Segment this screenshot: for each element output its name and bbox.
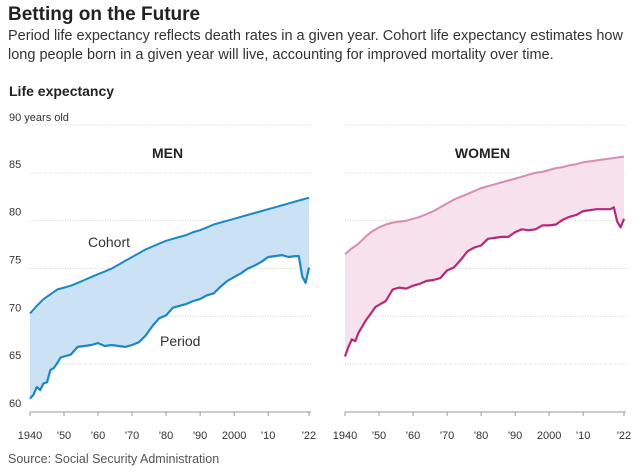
women-cohort-line — [344, 155, 625, 255]
x-tick-label: '22 — [302, 430, 316, 442]
panel-titles: MEN Cohort Period WOMEN — [88, 145, 510, 349]
y-axis-unit-label: 90 years old — [9, 112, 69, 124]
x-tick-label: '80 — [159, 430, 173, 442]
panel-title-men: MEN — [152, 145, 183, 161]
men-period-line — [29, 254, 311, 400]
x-tick-label: 1940 — [333, 430, 357, 442]
x-tick-label: 2000 — [222, 430, 246, 442]
source-note: Source: Social Security Administration — [8, 452, 220, 466]
y-tick-label: 75 — [9, 255, 21, 267]
range-areas — [30, 156, 624, 399]
women-period-line — [343, 206, 626, 357]
panel-title-women: WOMEN — [455, 145, 510, 161]
y-axis-title: Life expectancy — [9, 83, 114, 99]
series-label-cohort: Cohort — [88, 234, 130, 250]
x-tick-label: 2000 — [537, 430, 561, 442]
y-tick-label: 60 — [9, 398, 21, 410]
x-tick-label: '50 — [372, 430, 386, 442]
x-tick-label: '60 — [91, 430, 105, 442]
men-cohort-line — [29, 196, 310, 315]
y-tick-label: 70 — [9, 302, 21, 314]
x-tick-label: '80 — [474, 430, 488, 442]
chart-title: Betting on the Future — [8, 4, 201, 25]
women-range-area — [345, 156, 624, 357]
x-tick-label: '22 — [617, 430, 631, 442]
x-tick-labels: 1940 '50 '60 '70 '80 '90 2000 '10 '22 1940 '50 '60 '… — [18, 412, 631, 442]
y-tick-label: 85 — [9, 159, 21, 171]
x-tick-label: '60 — [406, 430, 420, 442]
men-range-area — [30, 197, 309, 399]
x-tick-label: '70 — [440, 430, 454, 442]
x-tick-label: '70 — [125, 430, 139, 442]
y-tick-labels: 60 65 70 75 80 85 — [9, 159, 21, 410]
x-tick-label: '10 — [576, 430, 590, 442]
x-tick-label: '90 — [508, 430, 522, 442]
y-tick-label: 65 — [9, 350, 21, 362]
x-tick-label: 1940 — [18, 430, 42, 442]
x-tick-label: '50 — [57, 430, 71, 442]
y-tick-label: 80 — [9, 207, 21, 219]
x-tick-label: '10 — [261, 430, 275, 442]
x-tick-label: '90 — [193, 430, 207, 442]
series-label-period: Period — [160, 333, 200, 349]
chart-subtitle: Period life expectancy reflects death ra… — [8, 28, 623, 63]
series-lines — [29, 155, 626, 400]
